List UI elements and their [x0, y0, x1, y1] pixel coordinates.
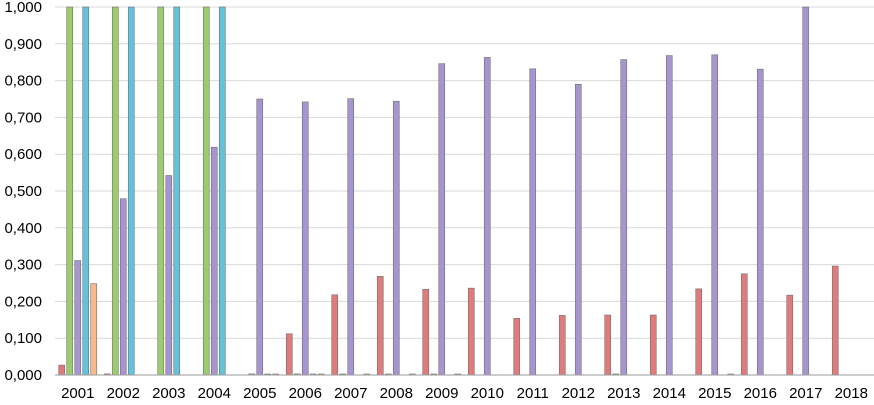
bar — [82, 6, 90, 376]
x-tick-label: 2008 — [380, 385, 413, 402]
bar — [202, 6, 210, 376]
bar — [695, 288, 703, 376]
bar — [285, 333, 293, 376]
bar — [74, 260, 82, 376]
x-tick-label: 2014 — [653, 385, 686, 402]
bar — [111, 6, 119, 376]
bar — [66, 6, 74, 376]
bar — [58, 364, 66, 376]
x-tick-label: 2001 — [61, 385, 94, 402]
bar — [740, 273, 748, 376]
bar — [604, 314, 612, 376]
bar — [90, 283, 98, 376]
x-tick-label: 2002 — [107, 385, 140, 402]
x-axis-tick-labels: 2001 2002 2003 2004 2005 2006 2007 2008 2009 2010… — [61, 385, 868, 402]
bar — [802, 6, 810, 376]
y-tick-label: 0,300 — [4, 257, 42, 274]
x-tick-label: 2013 — [607, 385, 640, 402]
bar — [376, 276, 384, 376]
y-tick-label: 0,200 — [4, 293, 42, 310]
x-tick-label: 2015 — [698, 385, 731, 402]
bar — [392, 100, 400, 376]
bar — [119, 198, 127, 376]
bar — [786, 294, 794, 376]
bar — [831, 265, 839, 376]
x-tick-label: 2009 — [425, 385, 458, 402]
bar — [331, 294, 339, 376]
y-tick-label: 0,800 — [4, 73, 42, 90]
bar — [301, 101, 309, 376]
bar — [467, 287, 475, 376]
bar — [711, 54, 719, 376]
x-tick-label: 2007 — [334, 385, 367, 402]
bar — [218, 6, 226, 376]
bar — [422, 288, 430, 376]
bar — [127, 6, 135, 376]
bar — [438, 63, 446, 376]
bar — [665, 55, 673, 376]
gridlines — [55, 6, 874, 339]
y-tick-label: 0,100 — [4, 330, 42, 347]
x-tick-label: 2010 — [471, 385, 504, 402]
x-tick-label: 2006 — [289, 385, 322, 402]
x-tick-label: 2004 — [198, 385, 231, 402]
bar — [574, 83, 582, 376]
y-tick-label: 0,700 — [4, 109, 42, 126]
y-tick-label: 0,400 — [4, 220, 42, 237]
x-tick-label: 2005 — [243, 385, 276, 402]
bar — [157, 6, 165, 376]
y-tick-label: 0,600 — [4, 146, 42, 163]
bar — [756, 68, 764, 376]
bar — [256, 98, 264, 376]
y-tick-label: 0,900 — [4, 36, 42, 53]
y-tick-label: 0,000 — [4, 367, 42, 384]
x-tick-label: 2012 — [562, 385, 595, 402]
bars — [58, 6, 839, 376]
bar — [347, 98, 355, 376]
x-tick-label: 2017 — [789, 385, 822, 402]
x-tick-label: 2016 — [744, 385, 777, 402]
bar — [649, 314, 657, 376]
x-tick-label: 2003 — [152, 385, 185, 402]
x-tick-label: 2018 — [835, 385, 868, 402]
bar — [529, 68, 537, 376]
bar — [210, 146, 218, 376]
x-tick-label: 2011 — [517, 385, 549, 402]
bar — [558, 315, 566, 376]
bar — [620, 59, 628, 376]
bar — [513, 318, 521, 376]
y-tick-label: 1,000 — [4, 0, 42, 16]
bar — [165, 175, 173, 376]
bar — [483, 57, 491, 376]
y-axis-tick-labels: 0,000 0,100 0,200 0,300 0,400 0,500 0,600 0,700… — [4, 0, 42, 384]
y-tick-label: 0,500 — [4, 183, 42, 200]
bar — [173, 6, 181, 376]
